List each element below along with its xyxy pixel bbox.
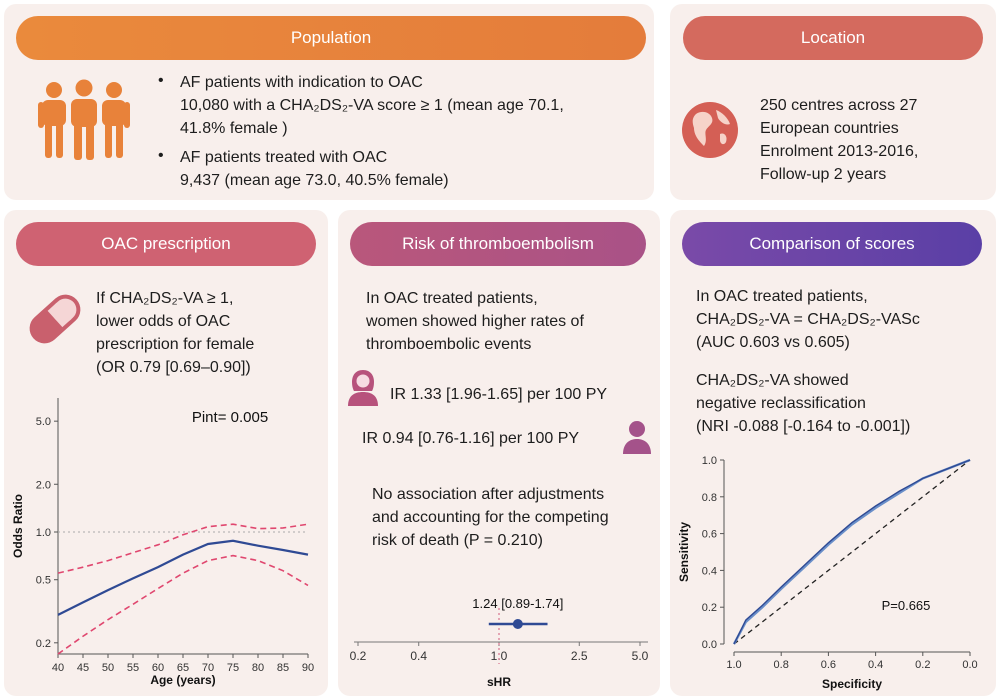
- risk-line-5: and accounting for the competing: [372, 509, 609, 526]
- roc-y-tick-label: 0.2: [702, 602, 717, 614]
- roc-chart: 0.0 0.2 0.4 0.6 0.8 1.0 1.0 0.8 0.6 0.4 0.2 0.0 P=0.…: [677, 455, 978, 691]
- roc-diagonal: [733, 459, 971, 645]
- shr-point: [512, 619, 523, 629]
- pill-icon: [29, 294, 81, 344]
- population-line-2: 10,080 with a CHA₂DS₂-VA score ≥ 1 (mean…: [180, 97, 564, 114]
- or-lower-ci: [57, 554, 309, 655]
- or-y-tick-label: 0.5: [36, 575, 51, 587]
- roc-x-tick-label: 1.0: [726, 659, 741, 671]
- scores-line-5: negative reclassification: [696, 395, 866, 412]
- roc-y-label: Sensitivity: [677, 522, 691, 582]
- or-upper-ci: [57, 523, 309, 574]
- or-y-tick-label: 5.0: [36, 416, 51, 428]
- roc-x-label: Specificity: [822, 677, 882, 691]
- roc-y-tick-label: 0.8: [702, 492, 717, 504]
- or-x-tick-label: 80: [252, 662, 264, 674]
- location-line-2: European countries: [760, 120, 899, 137]
- or-p-interaction: Pint= 0.005: [192, 409, 268, 426]
- ir-female: IR 1.33 [1.96-1.65] per 100 PY: [390, 386, 608, 403]
- shr-x-label: sHR: [487, 675, 511, 689]
- risk-line-4: No association after adjustments: [372, 486, 605, 503]
- roc-y-tick-label: 0.4: [702, 565, 717, 577]
- people-icon: [38, 79, 130, 160]
- roc-x-tick-label: 0.2: [915, 659, 930, 671]
- roc-y-tick-label: 1.0: [702, 455, 717, 467]
- or-x-tick-label: 85: [277, 662, 289, 674]
- roc-x-tick-label: 0.4: [868, 659, 883, 671]
- location-line-3: Enrolment 2013-2016,: [760, 143, 919, 160]
- scores-title: Comparison of scores: [682, 222, 982, 266]
- location-title: Location: [683, 16, 983, 60]
- scores-line-3: (AUC 0.603 vs 0.605): [696, 334, 850, 351]
- roc-y-tick-label: 0.6: [702, 529, 717, 541]
- shr-point-label: 1.24 [0.89-1.74]: [472, 596, 563, 611]
- or-y-label: Odds Ratio: [11, 494, 25, 558]
- risk-line-1: In OAC treated patients,: [366, 290, 538, 307]
- or-x-tick-label: 55: [127, 662, 139, 674]
- population-line-5: 9,437 (mean age 73.0, 40.5% female): [180, 172, 449, 189]
- risk-line-2: women showed higher rates of: [366, 313, 584, 330]
- location-line-4: Follow-up 2 years: [760, 166, 887, 183]
- odds-ratio-chart: 0.2 0.5 1.0 2.0 5.0 40 45 50 55 60 65 70 75 80 85 90 Pin…: [11, 398, 314, 687]
- oac-title: OAC prescription: [16, 222, 316, 266]
- or-x-tick-label: 60: [152, 662, 164, 674]
- or-x-label: Age (years): [150, 673, 215, 687]
- bullet-1: •: [158, 72, 164, 89]
- shr-tick-label: 5.0: [632, 649, 649, 663]
- scores-line-6: (NRI -0.088 [-0.164 to -0.001]): [696, 418, 911, 435]
- risk-title: Risk of thromboembolism: [350, 222, 646, 266]
- or-x-tick-label: 65: [177, 662, 189, 674]
- or-y-tick-label: 0.2: [36, 638, 51, 650]
- population-line-1: AF patients with indication to OAC: [180, 74, 423, 91]
- roc-curve-vasc: [733, 459, 971, 645]
- population-line-3: 41.8% female ): [180, 120, 288, 137]
- population-line-4: AF patients treated with OAC: [180, 149, 388, 166]
- roc-x-tick-label: 0.0: [962, 659, 977, 671]
- or-x-tick-label: 50: [102, 662, 114, 674]
- ir-male: IR 0.94 [0.76-1.16] per 100 PY: [362, 430, 580, 447]
- or-x-tick-label: 90: [302, 662, 314, 674]
- scores-line-2: CHA₂DS₂-VA = CHA₂DS₂-VASc: [696, 311, 920, 328]
- risk-line-3: thromboembolic events: [366, 336, 532, 353]
- female-icon: [348, 370, 378, 406]
- oac-line-4: (OR 0.79 [0.69–0.90]): [96, 359, 251, 376]
- risk-line-6: risk of death (P = 0.210): [372, 532, 543, 549]
- shr-tick-label: 2.5: [571, 649, 588, 663]
- roc-p-value: P=0.665: [882, 598, 931, 613]
- globe-icon: [682, 102, 738, 158]
- scores-line-4: CHA₂DS₂-VA showed: [696, 372, 849, 389]
- shr-tick-label: 1.0: [491, 649, 508, 663]
- scores-line-1: In OAC treated patients,: [696, 288, 868, 305]
- or-x-tick-label: 40: [52, 662, 64, 674]
- roc-x-tick-label: 0.6: [821, 659, 836, 671]
- or-x-tick-label: 70: [202, 662, 214, 674]
- shr-forest-chart: 0.2 0.4 1.0 2.5 5.0 1.24 [0.89-1.74] sHR: [350, 596, 649, 689]
- or-x-tick-label: 45: [77, 662, 89, 674]
- shr-tick-label: 0.2: [350, 649, 367, 663]
- oac-line-2: lower odds of OAC: [96, 313, 231, 330]
- or-curve: [57, 539, 309, 616]
- male-icon: [623, 421, 651, 454]
- location-line-1: 250 centres across 27: [760, 97, 918, 114]
- bullet-2: •: [158, 147, 164, 164]
- or-y-tick-label: 1.0: [36, 527, 51, 539]
- population-title: Population: [16, 16, 646, 60]
- or-x-tick-label: 75: [227, 662, 239, 674]
- roc-x-tick-label: 0.8: [774, 659, 789, 671]
- roc-y-tick-label: 0.0: [702, 639, 717, 651]
- oac-line-3: prescription for female: [96, 336, 255, 353]
- shr-tick-label: 0.4: [410, 649, 427, 663]
- or-y-tick-label: 2.0: [36, 479, 51, 491]
- oac-line-1: If CHA₂DS₂-VA ≥ 1,: [96, 290, 234, 307]
